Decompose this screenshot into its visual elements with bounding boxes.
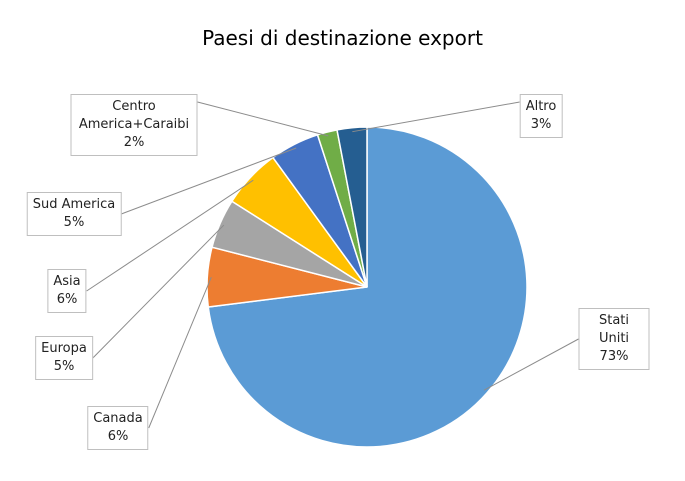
leader-line — [352, 101, 520, 133]
value-label: 5% — [53, 359, 75, 374]
data-label: Europa 5% — [35, 336, 93, 380]
data-label: Altro 3% — [519, 94, 563, 138]
value-label: 5% — [63, 215, 85, 230]
category-label: Centro America+Caraibi — [78, 99, 190, 132]
value-label: 73% — [599, 349, 629, 364]
category-label: Stati Uniti — [598, 313, 630, 346]
chart-title: Paesi di destinazione export — [202, 26, 483, 50]
leader-line — [197, 101, 329, 137]
leader-line — [121, 147, 297, 215]
leader-line — [86, 179, 254, 292]
value-label: 2% — [123, 135, 145, 150]
value-label: 6% — [107, 429, 129, 444]
data-label: Canada 6% — [87, 406, 149, 450]
pie-slice — [336, 126, 368, 288]
leader-line — [483, 338, 579, 391]
leader-line — [148, 277, 212, 429]
leader-line — [92, 224, 225, 359]
category-label: Asia — [53, 274, 81, 289]
category-label: Europa — [41, 341, 87, 356]
data-label: Stati Uniti 73% — [578, 308, 650, 370]
category-label: Sud America — [32, 197, 116, 212]
category-label: Altro — [525, 99, 557, 114]
data-label: Centro America+Caraibi 2% — [70, 94, 198, 156]
data-label: Asia 6% — [47, 269, 87, 313]
value-label: 3% — [530, 117, 552, 132]
value-label: 6% — [56, 292, 78, 307]
category-label: Canada — [93, 411, 143, 426]
data-label: Sud America 5% — [26, 192, 122, 236]
